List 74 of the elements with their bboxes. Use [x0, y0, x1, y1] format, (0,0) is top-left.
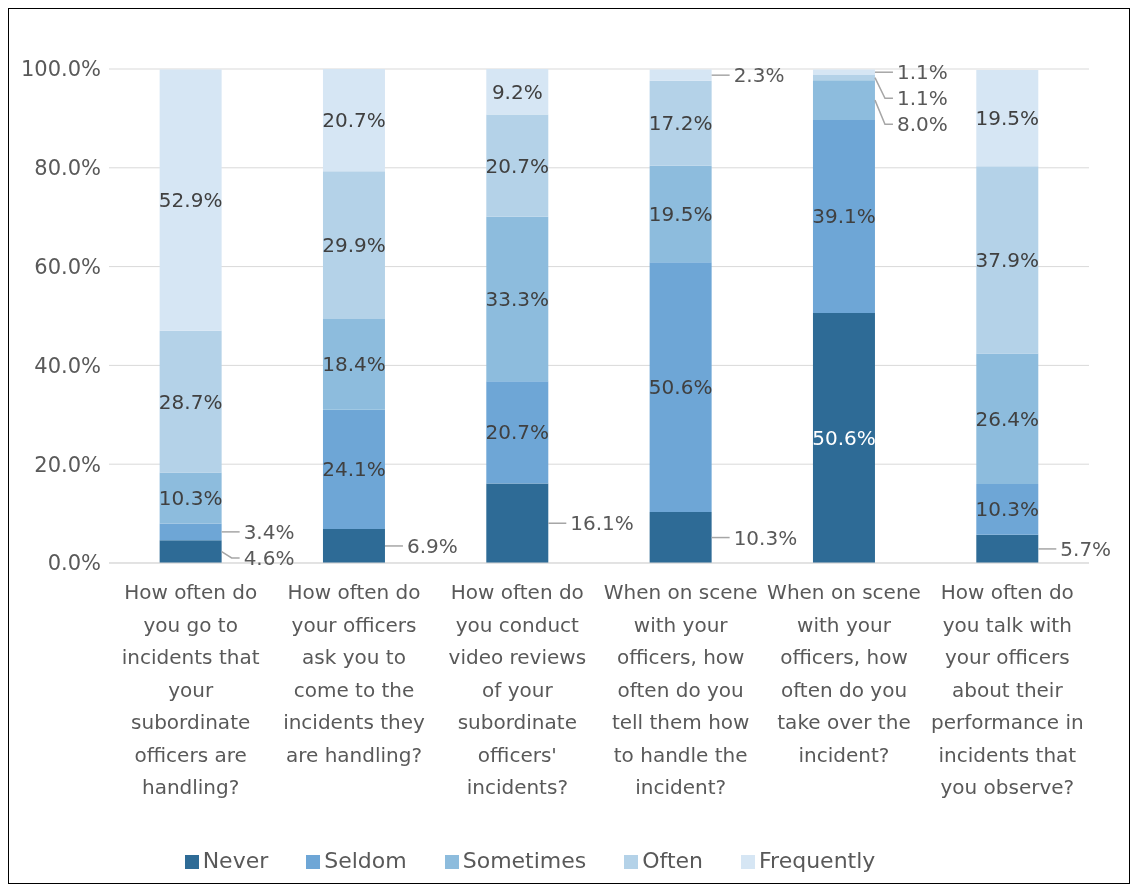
bar [649, 69, 712, 81]
data-label: 1.1% [896, 86, 948, 111]
data-label: 50.6% [648, 375, 713, 400]
data-label: 19.5% [975, 106, 1040, 131]
data-label: 10.3% [975, 497, 1040, 522]
data-label: 1.1% [896, 60, 948, 85]
bar [649, 512, 712, 563]
bar [812, 74, 875, 81]
bar [649, 262, 712, 513]
data-label: 16.1% [570, 511, 634, 536]
data-label: 5.7% [1060, 536, 1112, 561]
x-tick-label: When on scene with your officers, how often do you tell them how to handle the incident? [603, 580, 758, 799]
bar [486, 114, 549, 217]
bar [322, 318, 385, 410]
y-tick-label: 20.0% [34, 452, 101, 477]
data-label: 18.4% [322, 352, 386, 377]
data-label: 8.0% [896, 112, 948, 137]
data-label: 2.3% [733, 63, 785, 88]
data-label: 50.6% [812, 426, 876, 451]
x-tick-label: How often do you conduct video reviews of your subordinate officers' incidents? [448, 580, 587, 799]
bar [159, 330, 222, 473]
bar [159, 69, 222, 331]
x-tick-label: How often do you talk with your officers about their performance in incidents that you observe? [930, 580, 1084, 799]
y-tick-label: 100.0% [20, 57, 101, 82]
data-label: 39.1% [812, 204, 876, 229]
bar [812, 80, 875, 120]
bar [159, 540, 222, 563]
data-label: 37.9% [975, 247, 1040, 272]
data-label: 9.2% [491, 79, 543, 104]
bar [322, 409, 385, 529]
data-label: 52.9% [158, 188, 223, 213]
data-label: 10.3% [733, 525, 798, 550]
data-label: 17.2% [648, 111, 713, 136]
x-tick-label: How often do your officers ask you to come to the incidents they are handling? [283, 580, 426, 767]
bar [976, 353, 1039, 484]
bar [976, 69, 1039, 167]
bar [812, 69, 875, 75]
legend-label: Never [202, 848, 269, 873]
bar [649, 165, 712, 263]
legend-label: Seldom [324, 848, 407, 873]
bar [159, 523, 222, 541]
data-label: 10.3% [158, 486, 223, 511]
legend-label: Sometimes [462, 848, 587, 873]
data-label: 4.6% [243, 545, 295, 570]
bar [322, 528, 385, 563]
bar [486, 381, 549, 484]
bar [322, 69, 385, 172]
data-label: 20.7% [322, 108, 386, 133]
legend-label: Frequently [759, 848, 876, 873]
data-label: 20.7% [485, 153, 550, 178]
bar [322, 171, 385, 319]
bar [812, 313, 875, 563]
data-label: 28.7% [158, 389, 223, 414]
bar [812, 119, 875, 314]
x-tick-label: When on scene with your officers, how often do you take over the incident? [767, 580, 921, 767]
y-tick-label: 40.0% [34, 353, 101, 378]
bar [486, 483, 549, 563]
y-tick-label: 60.0% [34, 255, 101, 280]
data-label: 3.4% [243, 519, 295, 544]
data-label: 33.3% [485, 286, 550, 311]
legend-label: Often [642, 848, 704, 873]
bar [976, 166, 1039, 354]
data-label: 6.9% [406, 533, 458, 558]
data-label: 19.5% [648, 201, 713, 226]
bar [649, 80, 712, 166]
data-label: 29.9% [322, 233, 386, 258]
y-tick-label: 0.0% [47, 551, 101, 576]
x-tick-label: How often do you go to incidents that your subordinate officers are handling? [121, 580, 260, 799]
data-label: 20.7% [485, 420, 550, 445]
data-label: 24.1% [322, 457, 386, 482]
y-tick-label: 80.0% [34, 156, 101, 181]
bar [976, 534, 1039, 563]
bar [486, 216, 549, 382]
data-label: 26.4% [975, 406, 1040, 431]
